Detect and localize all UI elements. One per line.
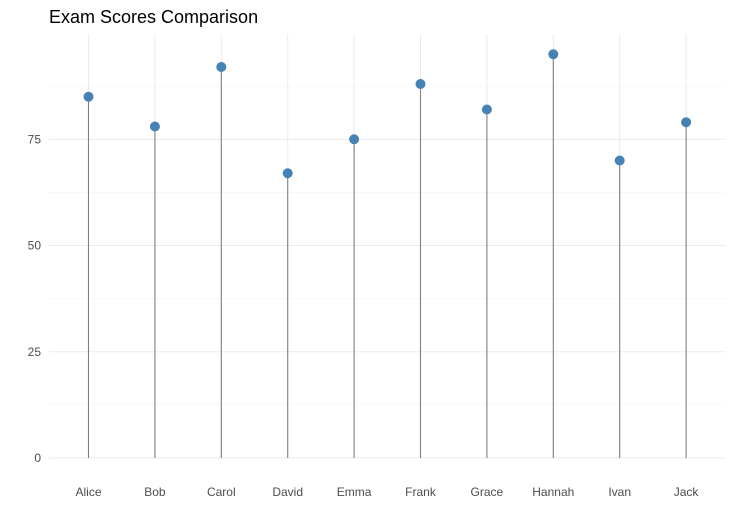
y-tick-label: 25 [28,345,42,359]
lollipop-points [83,49,692,179]
x-tick-label: David [272,485,303,499]
y-tick-label: 75 [28,132,42,146]
lollipop-point [83,91,94,102]
grid-layer [49,34,726,459]
lollipop-point [216,62,227,72]
x-tick-label: Carol [207,485,236,499]
x-tick-label: Bob [144,485,166,499]
x-axis-ticks: Alice Bob Carol David Emma Frank Grace Hannah Iv… [75,485,699,499]
lollipop-point [614,155,625,166]
x-tick-label: Hannah [532,485,574,499]
lollipop-stems [87,54,687,458]
y-axis-ticks: 0 25 50 75 [28,132,42,465]
lollipop-point [481,104,492,115]
x-tick-label: Alice [75,485,101,499]
x-tick-label: Grace [471,485,504,499]
lollipop-point [548,49,559,60]
y-tick-label: 0 [34,451,41,465]
lollipop-point [415,79,426,89]
x-tick-label: Ivan [608,485,631,499]
chart-title: Exam Scores Comparison [49,7,258,27]
lollipop-point [282,168,293,179]
lollipop-point [681,117,692,128]
x-tick-label: Emma [337,485,372,499]
x-tick-label: Frank [405,485,437,499]
lollipop-point [349,134,360,145]
x-tick-label: Jack [674,485,700,499]
y-tick-label: 50 [28,239,42,253]
lollipop-point [149,121,160,132]
